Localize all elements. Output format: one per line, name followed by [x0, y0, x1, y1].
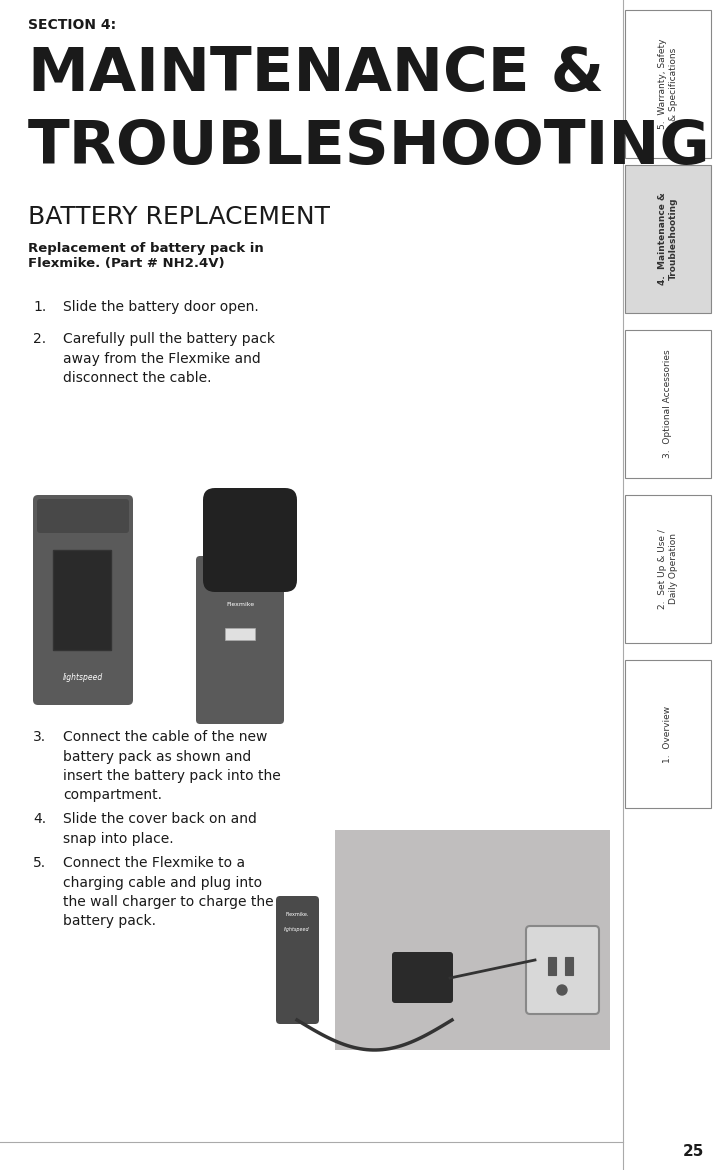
Text: 4.: 4. [33, 812, 46, 826]
Text: 5.  Warranty, Safety
& Specifications: 5. Warranty, Safety & Specifications [658, 39, 677, 129]
Text: lightspeed: lightspeed [284, 928, 310, 932]
FancyBboxPatch shape [203, 488, 297, 592]
Bar [625, 660, 711, 808]
FancyBboxPatch shape [526, 925, 599, 1014]
Text: 5.: 5. [33, 856, 46, 870]
Bar [335, 830, 610, 1049]
Text: Connect the cable of the new
battery pack as shown and
insert the battery pack i: Connect the cable of the new battery pac… [63, 730, 281, 803]
FancyBboxPatch shape [33, 495, 133, 706]
Text: 2.: 2. [33, 332, 46, 346]
Bar [625, 165, 711, 314]
Text: 1.  Overview: 1. Overview [664, 706, 672, 763]
Bar [548, 957, 556, 975]
Text: SECTION 4:: SECTION 4: [28, 18, 116, 32]
Text: Carefully pull the battery pack
away from the Flexmike and
disconnect the cable.: Carefully pull the battery pack away fro… [63, 332, 275, 385]
Text: Slide the cover back on and
snap into place.: Slide the cover back on and snap into pl… [63, 812, 257, 846]
Text: 1.: 1. [33, 300, 46, 314]
FancyBboxPatch shape [196, 556, 284, 724]
Circle shape [557, 985, 567, 994]
Text: Flexmike.: Flexmike. [285, 913, 309, 917]
Text: Replacement of battery pack in
Flexmike. (Part # NH2.4V): Replacement of battery pack in Flexmike.… [28, 242, 264, 270]
FancyBboxPatch shape [276, 896, 319, 1024]
Bar [48, 660, 118, 695]
Text: 4.  Maintenance &
Troubleshooting: 4. Maintenance & Troubleshooting [658, 193, 677, 285]
Text: 25: 25 [682, 1144, 704, 1159]
Bar [53, 550, 111, 651]
Text: 3.  Optional Accessories: 3. Optional Accessories [664, 350, 672, 459]
Text: TROUBLESHOOTING: TROUBLESHOOTING [28, 118, 711, 177]
Bar [625, 330, 711, 479]
Bar [225, 628, 255, 640]
Bar [565, 957, 573, 975]
Bar [625, 495, 711, 644]
Bar [625, 11, 711, 158]
Text: MAINTENANCE &: MAINTENANCE & [28, 44, 604, 104]
FancyBboxPatch shape [392, 952, 453, 1003]
Text: lightspeed: lightspeed [63, 673, 103, 681]
Text: BATTERY REPLACEMENT: BATTERY REPLACEMENT [28, 205, 330, 229]
Text: Connect the Flexmike to a
charging cable and plug into
the wall charger to charg: Connect the Flexmike to a charging cable… [63, 856, 274, 929]
Text: Flexmike: Flexmike [226, 603, 254, 607]
Text: 3.: 3. [33, 730, 46, 744]
FancyBboxPatch shape [37, 498, 129, 534]
Text: Slide the battery door open.: Slide the battery door open. [63, 300, 259, 314]
Text: 2.  Set Up & Use /
Daily Operation: 2. Set Up & Use / Daily Operation [658, 529, 677, 608]
